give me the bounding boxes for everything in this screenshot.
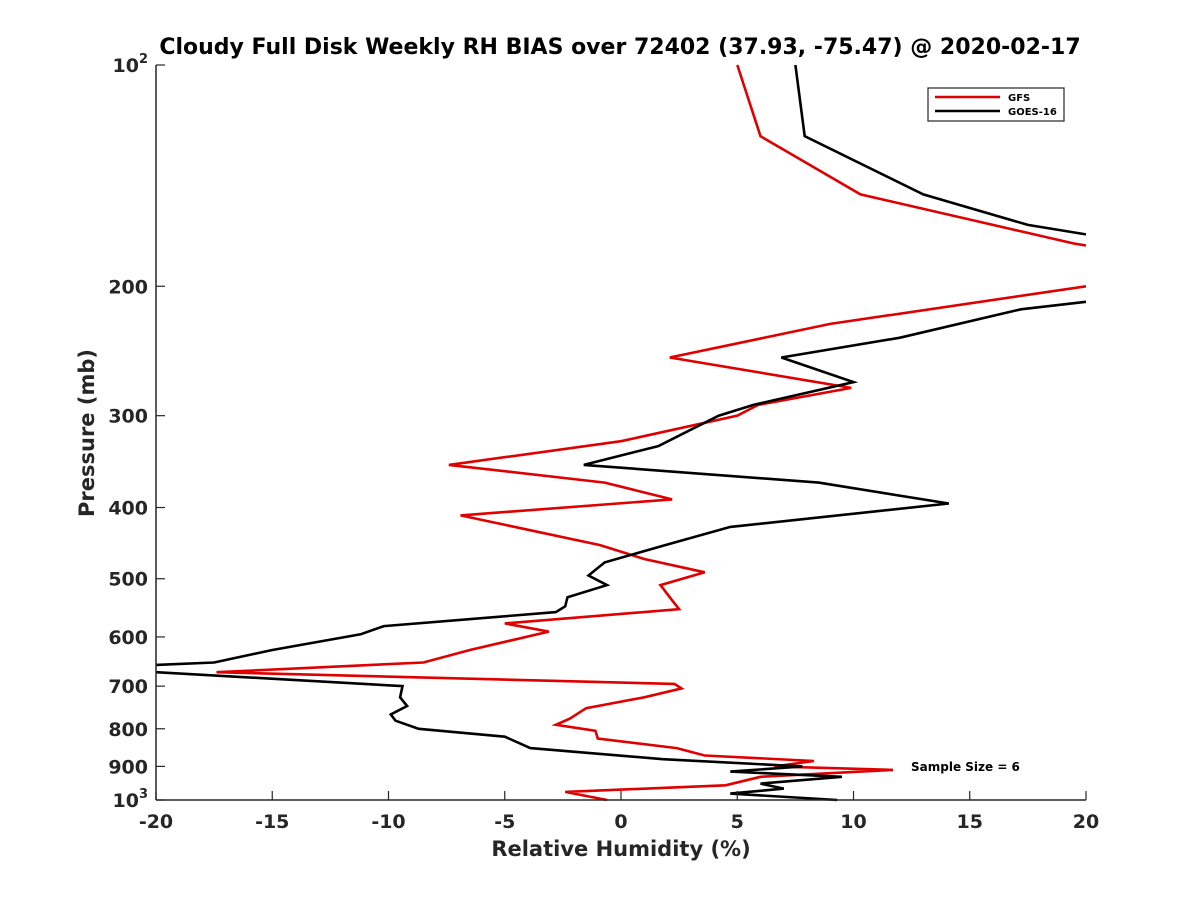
y-tick-label: 103 [113, 787, 149, 812]
y-tick-label: 200 [108, 276, 148, 298]
series-line-goes-16-3 [156, 670, 843, 802]
x-tick-label: -10 [371, 811, 405, 833]
y-tick-label: 700 [108, 676, 148, 698]
x-tick-label: 0 [614, 811, 627, 833]
x-tick-label: -15 [255, 811, 289, 833]
x-tick-label: -5 [494, 811, 515, 833]
x-axis-label: Relative Humidity (%) [491, 837, 750, 861]
series-line-goes-16-2 [156, 300, 1086, 667]
x-tick-label: -20 [139, 811, 173, 833]
y-tick-label: 600 [108, 627, 148, 649]
x-tick-label: 5 [731, 811, 744, 833]
y-tick-label: 900 [108, 756, 148, 778]
x-tick-label: 20 [1073, 811, 1099, 833]
legend-label-gfs: GFS [1008, 93, 1030, 104]
x-tick-label: 15 [957, 811, 983, 833]
y-tick-label: 800 [108, 719, 148, 741]
legend-label-goes-16: GOES-16 [1008, 107, 1057, 118]
x-tick-group: -20 -15 -10 -5 0 5 10 15 20 [139, 791, 1099, 833]
y-tick-label: 400 [108, 498, 148, 520]
series-line-gfs-2 [216, 285, 1086, 802]
series-line-goes-16-1 [794, 64, 1086, 236]
legend-box [927, 87, 1065, 122]
y-axis-label: Pressure (mb) [75, 349, 99, 517]
sample-size-annotation: Sample Size = 6 [911, 760, 1020, 774]
legend: GFS GOES-16 [927, 87, 1065, 122]
y-tick-label: 102 [113, 52, 149, 77]
series-line-gfs-1 [736, 64, 1086, 247]
y-tick-label: 300 [108, 406, 148, 428]
y-tick-group: 102 200 300 400 500 600 700 800 900 103 [108, 52, 165, 812]
y-tick-label: 500 [108, 569, 148, 591]
x-tick-label: 10 [840, 811, 866, 833]
chart-title: Cloudy Full Disk Weekly RH BIAS over 724… [159, 35, 1080, 60]
plot-series-group [156, 64, 1086, 802]
